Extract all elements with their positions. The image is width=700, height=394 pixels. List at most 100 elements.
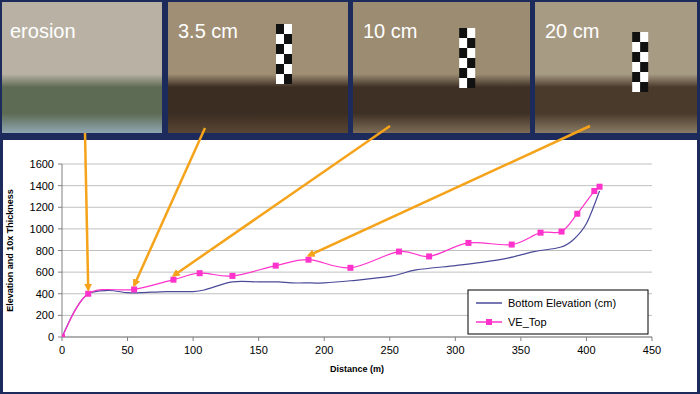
tick (58, 185, 62, 186)
grid-line (62, 207, 652, 208)
legend-swatch (476, 302, 502, 304)
marker (170, 277, 176, 283)
tick-label: 400 (36, 288, 54, 300)
tick-label: 1000 (30, 223, 54, 235)
tick (455, 337, 456, 341)
tick-label: 1400 (30, 180, 54, 192)
photo (353, 2, 530, 133)
tick (193, 337, 194, 341)
photo (535, 2, 697, 133)
marker (574, 211, 580, 217)
scale-bar (640, 32, 648, 42)
scale-bar (467, 78, 475, 88)
tick-label: 50 (121, 344, 133, 356)
scale-bar (276, 34, 284, 44)
scale-bar (459, 78, 467, 88)
scale-bar (284, 54, 292, 64)
marker (305, 257, 311, 263)
tick (127, 337, 128, 341)
grid-line (62, 164, 652, 165)
scale-bar (640, 82, 648, 92)
scale-bar (467, 38, 475, 48)
marker (131, 286, 137, 292)
legend-label: Bottom Elevation (cm) (508, 297, 616, 309)
scale-bar (640, 52, 648, 62)
x-axis (62, 337, 652, 338)
photo-label: 3.5 cm (178, 20, 238, 42)
tick (586, 337, 587, 341)
tick (58, 337, 62, 338)
scale-bar (467, 68, 475, 78)
scale-bar (459, 38, 467, 48)
tick (58, 207, 62, 208)
tick (58, 164, 62, 165)
scale-bar (632, 32, 640, 42)
marker (197, 270, 203, 276)
marker (85, 291, 91, 297)
tick-label: 250 (381, 344, 399, 356)
y-axis-title: Elevation and 10x Thickness (5, 189, 15, 312)
figure: 0200400600800100012001400160005010015020… (0, 0, 700, 394)
photo-label: 20 cm (545, 20, 599, 42)
scale-bar (276, 44, 284, 54)
grid-line (62, 272, 652, 273)
scale-bar (284, 34, 292, 44)
scale-bar (632, 72, 640, 82)
tick-label: 600 (36, 266, 54, 278)
marker (538, 230, 544, 236)
scale-bar (632, 52, 640, 62)
scale-bar (459, 68, 467, 78)
tick (58, 315, 62, 316)
x-axis-title: Distance (m) (330, 364, 384, 374)
marker (597, 184, 603, 190)
grid-line (62, 185, 652, 186)
tick (652, 337, 653, 341)
tick-label: 0 (48, 331, 54, 343)
tick-label: 300 (446, 344, 464, 356)
scale-bar (632, 62, 640, 72)
scale-bar (284, 44, 292, 54)
annotation-arrow (85, 133, 88, 290)
scale-bar (640, 72, 648, 82)
tick (58, 272, 62, 273)
tick-label: 1600 (30, 158, 54, 170)
scale-bar (459, 48, 467, 58)
tick-label: 200 (36, 309, 54, 321)
tick (324, 337, 325, 341)
scale-bar (284, 74, 292, 84)
tick-label: 450 (643, 344, 661, 356)
marker (229, 273, 235, 279)
tick-label: 150 (249, 344, 267, 356)
marker (465, 240, 471, 246)
tick-label: 200 (315, 344, 333, 356)
tick (62, 337, 63, 341)
scale-bar (276, 74, 284, 84)
tick-label: 350 (512, 344, 530, 356)
scale-bar (284, 24, 292, 34)
marker (62, 334, 65, 337)
legend (468, 290, 648, 334)
tick-label: 800 (36, 245, 54, 257)
tick-label: 1200 (30, 201, 54, 213)
marker (509, 242, 515, 248)
photo-label: erosion (10, 20, 76, 42)
scale-bar (276, 64, 284, 74)
tick-label: 400 (577, 344, 595, 356)
scale-bar (467, 58, 475, 68)
tick (58, 228, 62, 229)
scale-bar (632, 42, 640, 52)
marker (273, 263, 279, 269)
photo (168, 2, 348, 133)
photo (2, 2, 162, 133)
marker (347, 265, 353, 271)
scale-bar (459, 58, 467, 68)
background (0, 0, 700, 394)
marker (559, 229, 565, 235)
chart-panel (3, 140, 697, 392)
tick (58, 293, 62, 294)
tick (258, 337, 259, 341)
legend-label: VE_Top (508, 316, 547, 328)
scale-bar (467, 28, 475, 38)
scale-bar (276, 54, 284, 64)
annotation-arrow (173, 126, 390, 276)
